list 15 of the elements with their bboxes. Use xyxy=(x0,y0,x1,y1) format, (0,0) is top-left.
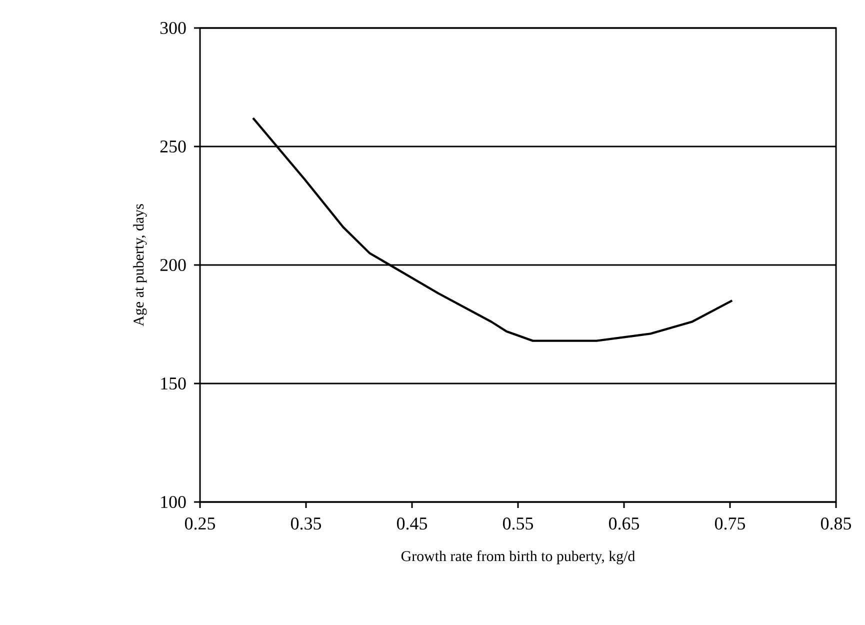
x-axis-title: Growth rate from birth to puberty, kg/d xyxy=(401,550,636,564)
x-tick-label: 0.25 xyxy=(185,518,215,530)
line-series xyxy=(252,116,734,342)
y-tick-label: 150 xyxy=(161,377,186,390)
x-tick-label: 0.45 xyxy=(397,518,427,530)
x-tick-label: 0.55 xyxy=(503,518,533,530)
x-tick-label: 0.35 xyxy=(291,518,321,530)
x-tick-label: 0.85 xyxy=(821,518,851,530)
y-tick-label: 200 xyxy=(160,258,186,272)
x-tick-label: 0.65 xyxy=(609,518,639,530)
x-tick-label: 0.75 xyxy=(715,518,745,530)
y-tick-label: 100 xyxy=(161,496,186,508)
y-axis-title: Age at puberty, days xyxy=(133,204,147,326)
y-tick-label: 300 xyxy=(160,22,186,34)
y-tick-label: 250 xyxy=(160,140,186,153)
